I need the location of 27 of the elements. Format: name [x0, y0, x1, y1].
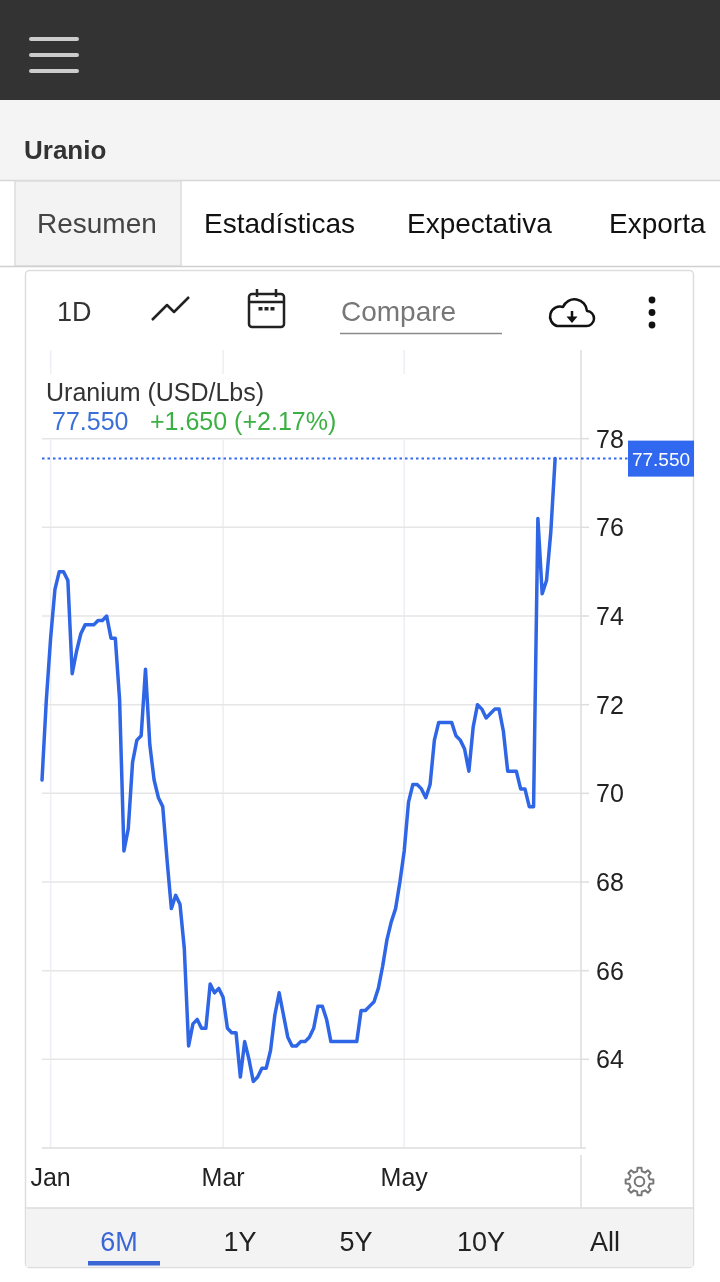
y-tick-label: 76	[596, 513, 624, 542]
text: 1D	[57, 297, 92, 327]
y-tick-label: 74	[596, 602, 624, 630]
text: 6M	[100, 1227, 138, 1257]
text: Expectativa	[407, 208, 553, 239]
y-tick-label: 70	[596, 779, 624, 808]
y-tick-label: 72	[596, 690, 624, 719]
x-tick-label: Mar	[201, 1163, 245, 1191]
x-tick-label: Jan	[30, 1163, 71, 1191]
y-tick-label: 68	[596, 868, 624, 896]
y-tick-label: 78	[596, 424, 624, 453]
text: 10Y	[456, 1227, 506, 1257]
ref-line-label: 77.550	[631, 448, 691, 470]
text: 5Y	[339, 1227, 373, 1257]
text: 1Y	[223, 1227, 257, 1257]
y-tick-label: 66	[596, 956, 624, 985]
chart-title: Uranio	[24, 135, 107, 165]
x-tick-label: May	[380, 1163, 429, 1191]
text: Resumen	[37, 208, 157, 239]
annotation: 77.550	[52, 407, 129, 435]
y-tick-label: 64	[596, 1045, 624, 1074]
input-field: Compare	[339, 296, 503, 335]
text: All	[589, 1227, 621, 1257]
text: Estadísticas	[204, 208, 355, 239]
text: Exporta	[609, 208, 706, 239]
text: Uranium (USD/Lbs)	[46, 378, 265, 406]
annotation: +1.650 (+2.17%)	[150, 407, 337, 435]
